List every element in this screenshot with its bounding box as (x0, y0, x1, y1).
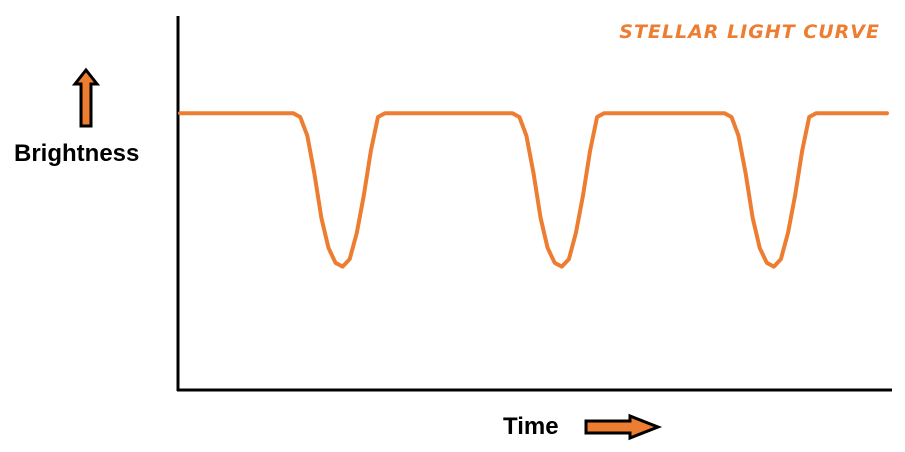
light-curve-line (178, 111, 889, 269)
chart-title: STELLAR LIGHT CURVE (619, 21, 880, 43)
up-arrow-icon (71, 67, 101, 128)
right-arrow-icon (584, 413, 663, 441)
y-axis-label: Brightness (14, 140, 139, 167)
x-axis-label: Time (503, 413, 559, 440)
